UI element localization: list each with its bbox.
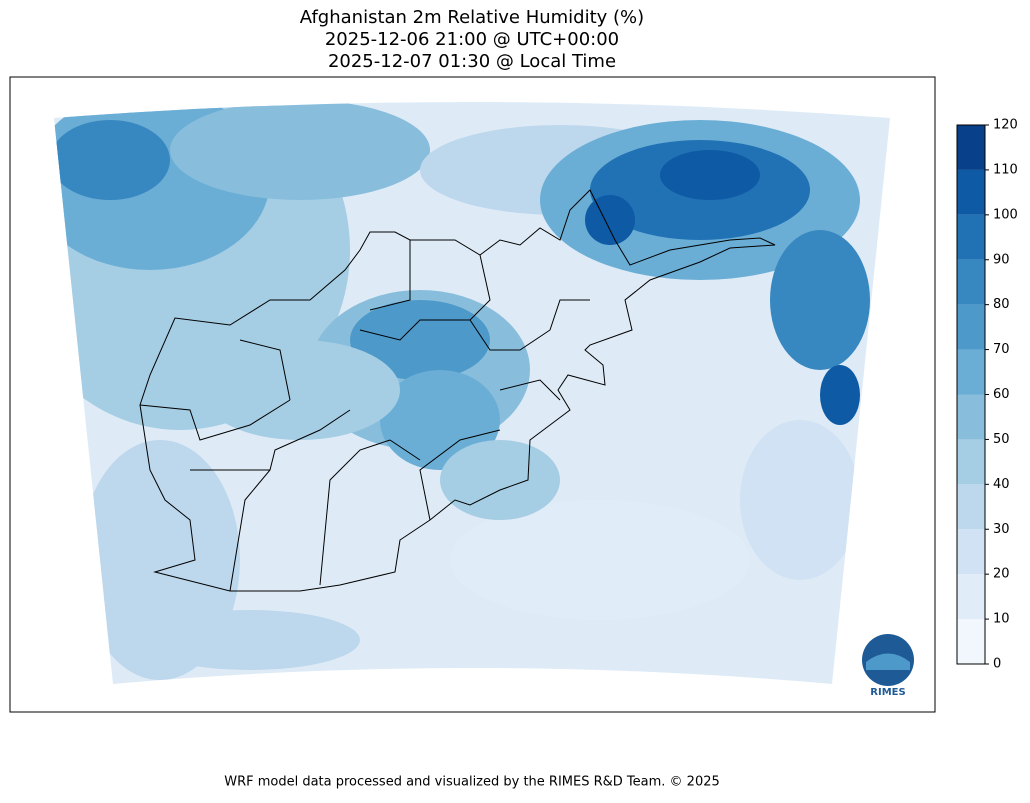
colorbar-tick-label: 90 [993,252,1010,267]
colorbar-band [957,304,985,350]
colorbar-tick-label: 60 [993,387,1010,402]
colorbar-band [957,349,985,395]
colorbar-tick-label: 10 [993,612,1010,627]
colorbar: 0 10 20 30 40 50 60 70 80 90 100 110 120 [956,118,1018,672]
colorbar-tick-label: 20 [993,567,1010,582]
colorbar-tick-label: 40 [993,477,1010,492]
local-time: 2025-12-07 01:30 @ Local Time [328,51,616,72]
colorbar-band [957,169,985,215]
colorbar-band [957,619,985,664]
colorbar-tick-label: 100 [993,207,1018,222]
colorbar-band [957,125,985,170]
logo: RIMES [856,632,920,698]
colorbar-band [957,574,985,620]
humidity-field [54,102,890,684]
logo-text: RIMES [870,687,905,698]
footer: WRF model data processed and visualized … [224,775,720,790]
colorbar-tick-label: 0 [993,657,1001,672]
colorbar-tick-label: 120 [993,118,1018,133]
colorbar-tick-label: 70 [993,342,1010,357]
colorbar-band [957,439,985,485]
utc-time: 2025-12-06 21:00 @ UTC+00:00 [325,29,619,50]
afghanistan-boundary [139,189,776,592]
colorbar-tick-label: 30 [993,522,1010,537]
colorbar-tick-label: 50 [993,432,1010,447]
colorbar-tick-label: 80 [993,297,1010,312]
colorbar-band [957,394,985,440]
colorbar-band [957,529,985,575]
colorbar-tick-label: 110 [993,162,1018,177]
colorbar-band [957,484,985,530]
map-frame [9,76,936,713]
title: Afghanistan 2m Relative Humidity (%) [300,7,644,28]
colorbar-band [957,214,985,260]
colorbar-band [957,259,985,305]
